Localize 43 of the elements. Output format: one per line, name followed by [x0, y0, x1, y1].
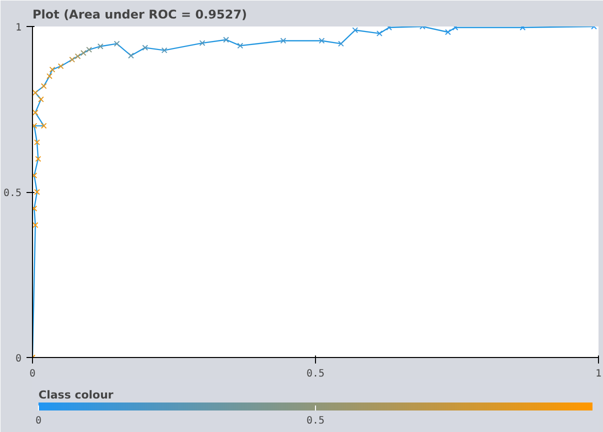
point — [86, 46, 92, 53]
point — [58, 63, 64, 70]
x-tick-label: 0.5 — [306, 368, 325, 380]
point — [35, 156, 42, 162]
point — [128, 52, 134, 59]
point — [237, 42, 244, 49]
point — [69, 56, 76, 63]
point — [97, 43, 104, 50]
point — [49, 66, 56, 73]
point — [32, 206, 38, 212]
point — [142, 44, 148, 51]
point — [38, 96, 44, 102]
point — [34, 189, 40, 195]
point — [40, 122, 47, 129]
color-bar-label: 0 — [35, 416, 42, 426]
point — [444, 29, 451, 36]
point — [32, 222, 38, 228]
point — [46, 73, 52, 80]
x-tick-label: 0 — [29, 368, 36, 380]
color-bar-title: Class colour — [38, 388, 114, 402]
point — [318, 38, 325, 44]
point — [74, 53, 81, 60]
point — [161, 47, 168, 54]
point — [352, 27, 358, 34]
point — [34, 139, 40, 146]
point — [80, 50, 86, 56]
y-tick-label: 0 — [15, 354, 22, 364]
point — [32, 122, 38, 129]
point — [40, 83, 47, 90]
color-bar-label: 0.5 — [306, 416, 325, 426]
point — [199, 40, 206, 46]
point — [32, 172, 38, 178]
point — [338, 40, 344, 47]
point — [114, 40, 120, 47]
point — [32, 110, 38, 116]
point — [32, 90, 38, 96]
x-tick-label: 1 — [595, 368, 602, 380]
point — [280, 38, 286, 44]
y-tick-label: 1 — [15, 22, 22, 34]
chart-title: Plot (Area under ROC = 0.9527) — [32, 8, 248, 22]
point — [376, 30, 382, 36]
point — [223, 36, 230, 43]
y-tick-label: 0.5 — [3, 188, 22, 199]
